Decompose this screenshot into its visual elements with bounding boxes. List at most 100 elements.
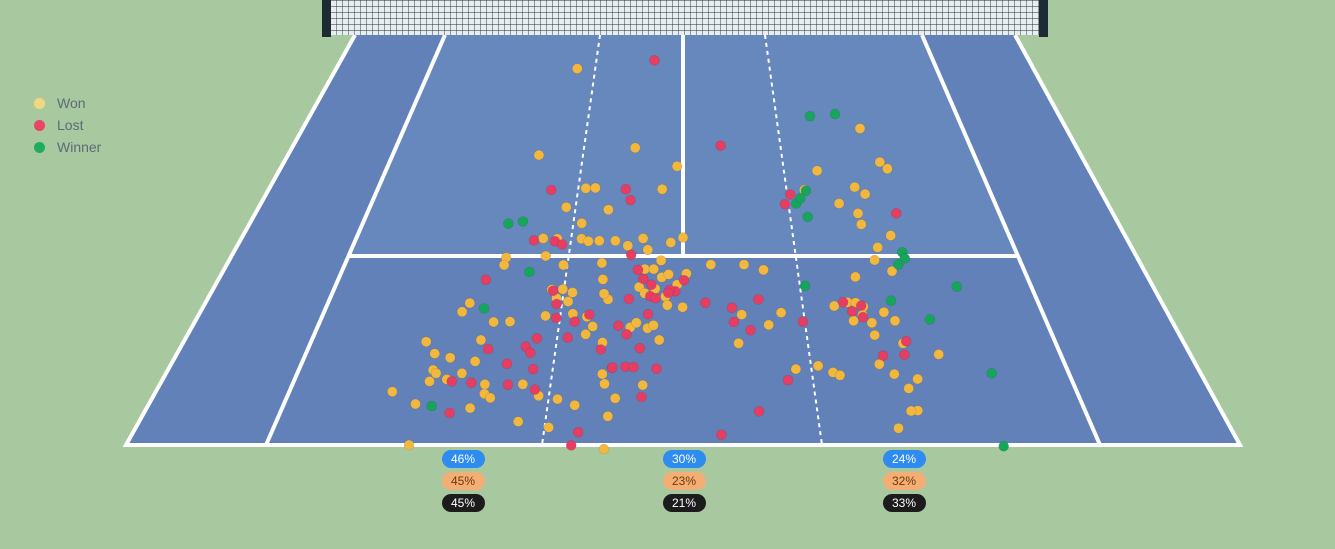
shot-point-won[interactable] bbox=[602, 410, 614, 422]
shot-point-won[interactable] bbox=[648, 319, 659, 331]
shot-point-lost[interactable] bbox=[613, 320, 624, 332]
shot-point-won[interactable] bbox=[655, 255, 667, 266]
shot-point-winner[interactable] bbox=[998, 440, 1010, 452]
shot-point-won[interactable] bbox=[893, 422, 904, 434]
shot-point-lost[interactable] bbox=[726, 302, 738, 314]
shot-point-lost[interactable] bbox=[797, 316, 809, 327]
shot-point-won[interactable] bbox=[484, 392, 496, 404]
shot-point-lost[interactable] bbox=[556, 239, 568, 250]
shot-point-lost[interactable] bbox=[551, 298, 563, 310]
shot-point-lost[interactable] bbox=[625, 194, 636, 206]
shot-point-won[interactable] bbox=[648, 263, 660, 275]
shot-point-won[interactable] bbox=[580, 183, 592, 194]
shot-point-won[interactable] bbox=[653, 334, 665, 346]
shot-point-lost[interactable] bbox=[607, 362, 618, 373]
shot-point-lost[interactable] bbox=[502, 379, 514, 391]
shot-point-won[interactable] bbox=[488, 316, 499, 328]
shot-point-winner[interactable] bbox=[524, 266, 535, 278]
shot-point-won[interactable] bbox=[665, 237, 677, 248]
shot-point-won[interactable] bbox=[403, 439, 415, 451]
shot-point-lost[interactable] bbox=[753, 294, 764, 305]
shot-point-lost[interactable] bbox=[547, 285, 559, 297]
shot-point-lost[interactable] bbox=[715, 140, 726, 151]
shot-point-winner[interactable] bbox=[924, 314, 936, 325]
shot-point-lost[interactable] bbox=[562, 332, 574, 343]
shot-point-lost[interactable] bbox=[625, 249, 637, 261]
shot-point-won[interactable] bbox=[567, 287, 578, 298]
shot-point-lost[interactable] bbox=[482, 343, 494, 355]
shot-point-lost[interactable] bbox=[877, 350, 889, 361]
shot-point-won[interactable] bbox=[512, 416, 524, 427]
shot-point-won[interactable] bbox=[540, 250, 552, 262]
shot-point-lost[interactable] bbox=[501, 358, 513, 370]
shot-point-lost[interactable] bbox=[632, 264, 644, 276]
shot-point-won[interactable] bbox=[629, 142, 641, 154]
shot-point-won[interactable] bbox=[656, 183, 668, 195]
shot-point-won[interactable] bbox=[552, 393, 563, 405]
shot-point-won[interactable] bbox=[849, 181, 861, 193]
shot-point-won[interactable] bbox=[933, 349, 945, 360]
shot-point-won[interactable] bbox=[886, 265, 898, 277]
shot-point-won[interactable] bbox=[763, 319, 775, 331]
shot-point-won[interactable] bbox=[386, 386, 398, 398]
shot-point-lost[interactable] bbox=[646, 279, 657, 291]
shot-point-won[interactable] bbox=[790, 363, 802, 375]
shot-point-lost[interactable] bbox=[855, 300, 867, 311]
shot-point-won[interactable] bbox=[557, 283, 569, 295]
shot-point-lost[interactable] bbox=[465, 377, 477, 389]
shot-point-won[interactable] bbox=[850, 271, 861, 283]
shot-point-won[interactable] bbox=[888, 368, 900, 380]
shot-point-winner[interactable] bbox=[899, 253, 911, 264]
shot-point-won[interactable] bbox=[738, 259, 750, 270]
shot-point-lost[interactable] bbox=[779, 199, 791, 210]
shot-point-lost[interactable] bbox=[620, 183, 632, 195]
shot-point-lost[interactable] bbox=[527, 363, 539, 375]
shot-point-lost[interactable] bbox=[569, 316, 581, 327]
shot-point-won[interactable] bbox=[558, 259, 569, 271]
shot-point-won[interactable] bbox=[833, 198, 845, 209]
shot-point-won[interactable] bbox=[475, 334, 487, 346]
shot-point-won[interactable] bbox=[571, 63, 583, 74]
shot-point-won[interactable] bbox=[854, 123, 866, 134]
shot-point-won[interactable] bbox=[872, 242, 884, 253]
shot-point-won[interactable] bbox=[469, 356, 481, 367]
shot-point-won[interactable] bbox=[671, 160, 683, 172]
shot-point-lost[interactable] bbox=[716, 429, 727, 441]
legend-item-winner[interactable]: Winner bbox=[34, 136, 101, 158]
shot-point-lost[interactable] bbox=[651, 363, 662, 375]
shot-point-won[interactable] bbox=[855, 219, 867, 230]
shot-point-lost[interactable] bbox=[650, 292, 661, 304]
shot-point-won[interactable] bbox=[878, 306, 890, 318]
shot-point-won[interactable] bbox=[479, 378, 491, 390]
shot-point-won[interactable] bbox=[852, 208, 864, 219]
shot-point-lost[interactable] bbox=[636, 391, 647, 403]
shot-point-lost[interactable] bbox=[623, 293, 635, 305]
shot-point-won[interactable] bbox=[598, 288, 610, 300]
shot-point-won[interactable] bbox=[661, 299, 673, 311]
shot-point-won[interactable] bbox=[596, 368, 608, 380]
shot-point-winner[interactable] bbox=[800, 185, 812, 197]
legend-item-won[interactable]: Won bbox=[34, 92, 101, 114]
shot-point-won[interactable] bbox=[593, 235, 605, 247]
shot-point-winner[interactable] bbox=[804, 110, 816, 122]
shot-point-won[interactable] bbox=[622, 240, 634, 251]
shot-point-lost[interactable] bbox=[649, 55, 660, 66]
shot-point-lost[interactable] bbox=[700, 297, 711, 309]
shot-point-won[interactable] bbox=[420, 336, 432, 348]
shot-point-won[interactable] bbox=[869, 254, 880, 266]
shot-point-won[interactable] bbox=[464, 402, 476, 414]
shot-point-lost[interactable] bbox=[899, 349, 910, 361]
shot-point-won[interactable] bbox=[603, 204, 614, 215]
shot-point-lost[interactable] bbox=[545, 184, 557, 196]
shot-point-winner[interactable] bbox=[951, 281, 963, 293]
shot-point-won[interactable] bbox=[885, 230, 897, 241]
shot-point-won[interactable] bbox=[834, 369, 846, 381]
shot-point-won[interactable] bbox=[905, 405, 917, 417]
shot-point-winner[interactable] bbox=[799, 280, 811, 292]
shot-point-lost[interactable] bbox=[837, 296, 849, 308]
shot-point-winner[interactable] bbox=[503, 218, 514, 229]
shot-point-won[interactable] bbox=[812, 360, 824, 372]
shot-point-won[interactable] bbox=[912, 373, 923, 385]
shot-point-won[interactable] bbox=[569, 399, 581, 411]
shot-point-won[interactable] bbox=[775, 307, 787, 318]
